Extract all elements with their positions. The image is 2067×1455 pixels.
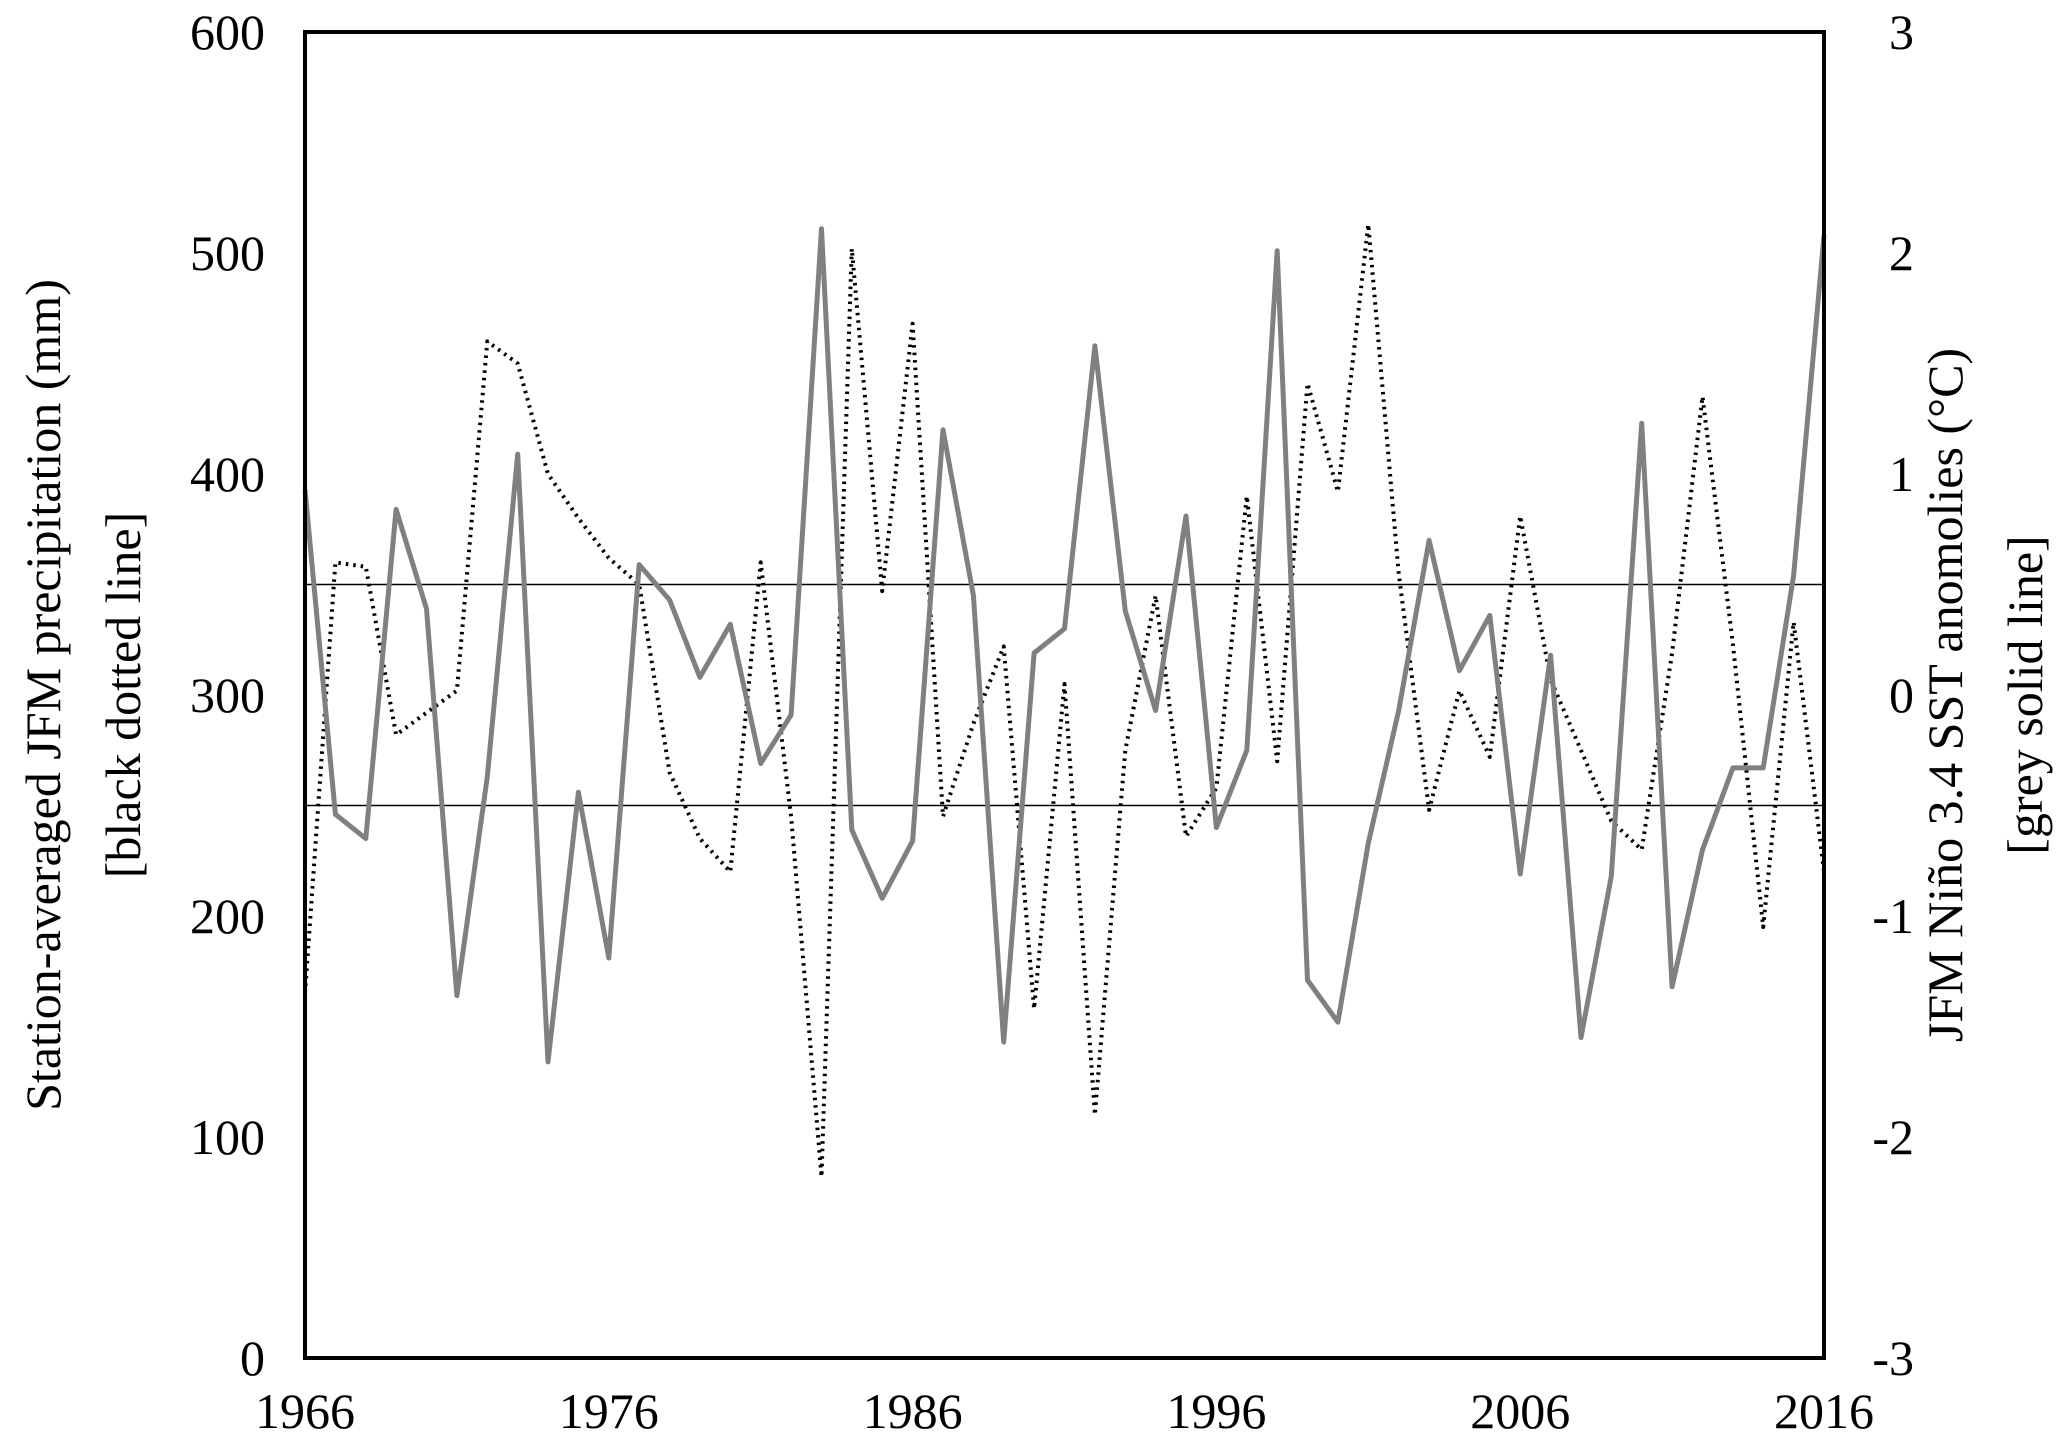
x-tick-label: 1966 [255, 1383, 355, 1439]
x-axis-ticks: 1966 1976 1986 1996 2006 2016 [255, 1383, 1874, 1439]
left-tick-label: 200 [190, 888, 265, 944]
reference-lines [305, 583, 1824, 807]
left-tick-label: 100 [190, 1109, 265, 1165]
right-tick-label: -2 [1872, 1109, 1914, 1165]
left-tick-label: 500 [190, 225, 265, 281]
right-tick-label: -1 [1872, 888, 1914, 944]
left-axis-subtitle: [black dotted line] [95, 512, 151, 879]
right-axis-subtitle: [grey solid line] [1997, 535, 2053, 854]
sst-anomaly-series-line [302, 226, 1827, 1065]
right-axis-ticks: -3 -2 -1 0 1 2 3 [1872, 4, 1914, 1386]
right-tick-label: 1 [1889, 446, 1914, 502]
right-tick-label: -3 [1872, 1330, 1914, 1386]
series-layer [302, 222, 1827, 1179]
right-tick-label: 0 [1889, 667, 1914, 723]
plot-frame [303, 30, 1826, 1360]
right-tick-label: 3 [1889, 4, 1914, 60]
left-tick-label: 300 [190, 667, 265, 723]
left-tick-label: 600 [190, 4, 265, 60]
left-tick-label: 0 [240, 1330, 265, 1386]
x-tick-label: 2016 [1774, 1383, 1874, 1439]
right-tick-label: 2 [1889, 225, 1914, 281]
x-tick-label: 1986 [863, 1383, 963, 1439]
x-tick-label: 1976 [559, 1383, 659, 1439]
left-axis-title: Station-averaged JFM precipitation (mm) [15, 279, 71, 1111]
right-axis-title: JFM Niño 3.4 SST anomolies (°C) [1917, 348, 1973, 1042]
left-tick-label: 400 [190, 446, 265, 502]
left-axis-ticks: 0 100 200 300 400 500 600 [190, 4, 265, 1386]
x-tick-label: 1996 [1166, 1383, 1266, 1439]
precipitation-series-line [303, 222, 1826, 1179]
x-tick-label: 2006 [1470, 1383, 1570, 1439]
